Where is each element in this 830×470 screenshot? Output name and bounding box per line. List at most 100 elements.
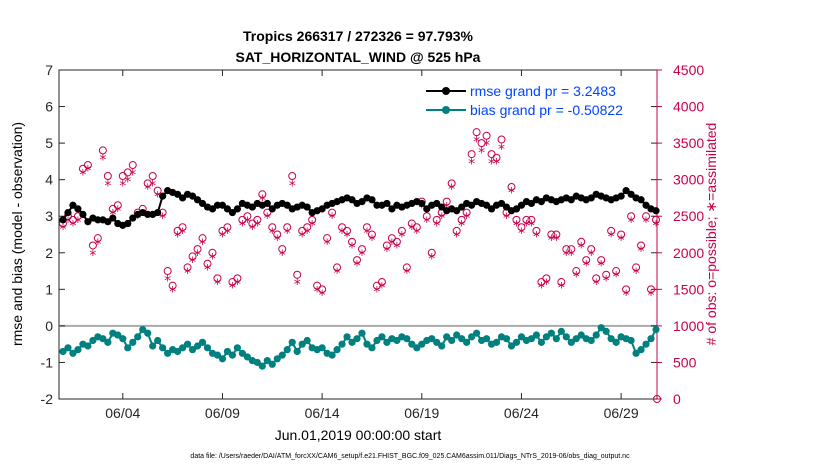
obs-assimilated-marker: * (274, 233, 281, 249)
y-tick-label: 3 (45, 208, 53, 224)
rmse-point (218, 201, 227, 209)
obs-assimilated-marker: * (568, 248, 575, 264)
obs-assimilated-marker: * (643, 215, 650, 231)
bias-point (393, 336, 401, 345)
bias-point (562, 333, 570, 341)
y2-tick-label: 4000 (673, 99, 704, 115)
bias-point (104, 338, 112, 346)
obs-possible-marker (148, 172, 157, 181)
obs-possible-marker (362, 223, 371, 232)
obs-possible-marker (348, 237, 357, 246)
obs-possible-marker (293, 270, 302, 279)
obs-possible-marker (547, 230, 556, 239)
obs-assimilated-marker: * (578, 240, 585, 256)
obs-assimilated-marker: * (638, 244, 645, 260)
obs-possible-marker (572, 267, 581, 276)
bias-point (463, 338, 471, 346)
obs-possible-marker (318, 285, 327, 294)
x-tick-label: 06/29 (604, 405, 639, 421)
bias-point (74, 346, 82, 354)
legend-rmse-label: rmse grand pr = 3.2483 (470, 83, 616, 99)
obs-possible-marker (143, 179, 152, 188)
rmse-point (74, 205, 82, 213)
bias-point (547, 329, 555, 337)
obs-possible-marker (203, 259, 212, 268)
bias-point (602, 327, 610, 335)
bias-point (383, 338, 391, 346)
bias-point (502, 335, 511, 343)
obs-assimilated-marker: * (124, 175, 131, 191)
bias-point (134, 333, 142, 341)
obs-assimilated-marker: * (583, 259, 590, 275)
rmse-point (388, 205, 396, 213)
bias-point (114, 331, 122, 339)
obs-possible-marker (447, 179, 456, 188)
bias-point (358, 329, 366, 337)
obs-assimilated-marker: * (648, 288, 655, 304)
bias-point (149, 342, 157, 350)
obs-assimilated-marker: * (239, 219, 246, 235)
obs-assimilated-marker: * (204, 262, 211, 278)
obs-possible-marker (193, 245, 202, 254)
obs-assimilated-marker: * (498, 142, 505, 158)
bias-point (468, 333, 476, 341)
bias-point (328, 351, 336, 359)
obs-assimilated-marker: * (224, 226, 231, 242)
bias-point (139, 325, 147, 334)
bias-point (174, 347, 182, 356)
legend-rmse-marker (442, 87, 450, 95)
obs-assimilated-marker: * (319, 288, 326, 304)
obs-assimilated-marker: * (483, 138, 490, 154)
obs-possible-marker (422, 212, 431, 221)
obs-assimilated-marker: * (249, 222, 256, 238)
x-axis-label: Jun.01,2019 00:00:00 start (275, 427, 442, 443)
y-tick-label: 2 (45, 245, 53, 261)
bias-point (637, 346, 645, 354)
obs-possible-marker (223, 223, 232, 232)
bias-point (612, 338, 620, 346)
obs-possible-marker (183, 263, 192, 272)
rmse-point (193, 196, 202, 204)
rmse-point (587, 194, 595, 202)
obs-assimilated-marker: * (219, 230, 226, 246)
obs-assimilated-marker: * (269, 226, 276, 242)
x-tick-label: 06/09 (205, 405, 240, 421)
rmse-point (383, 199, 391, 208)
rmse-point (642, 201, 650, 209)
obs-assimilated-marker: * (114, 204, 121, 220)
obs-assimilated-marker: * (368, 233, 375, 249)
rmse-point (84, 218, 92, 226)
rmse-point (637, 196, 645, 204)
rmse-point (178, 194, 187, 202)
obs-possible-marker (283, 223, 292, 232)
bias-point (238, 349, 246, 357)
obs-assimilated-marker: * (408, 222, 415, 238)
obs-assimilated-marker: * (413, 226, 420, 242)
bias-point (154, 336, 162, 345)
rmse-point (129, 214, 137, 222)
obs-possible-marker (632, 263, 641, 272)
rmse-point (188, 192, 197, 200)
rmse-point (159, 192, 167, 200)
bias-point (343, 333, 351, 341)
obs-possible-marker (258, 190, 267, 199)
rmse-point (268, 205, 276, 213)
obs-possible-marker (268, 223, 277, 232)
chart-title-line-2: SAT_HORIZONTAL_WIND @ 525 hPa (236, 49, 481, 65)
rmse-point (368, 196, 376, 204)
bias-point (363, 340, 371, 348)
rmse-point (174, 190, 182, 198)
obs-assimilated-marker: * (453, 230, 460, 246)
obs-assimilated-marker: * (169, 284, 176, 300)
bias-point (473, 329, 481, 337)
rmse-point (69, 201, 77, 209)
obs-possible-marker (427, 248, 436, 257)
legend-box (421, 79, 651, 119)
obs-assimilated-marker: * (99, 153, 106, 169)
bias-point (527, 335, 536, 343)
bias-point (537, 338, 545, 346)
obs-possible-marker (83, 161, 92, 170)
bias-point (233, 344, 242, 352)
obs-assimilated-marker: * (184, 266, 191, 282)
obs-possible-marker (467, 150, 476, 159)
